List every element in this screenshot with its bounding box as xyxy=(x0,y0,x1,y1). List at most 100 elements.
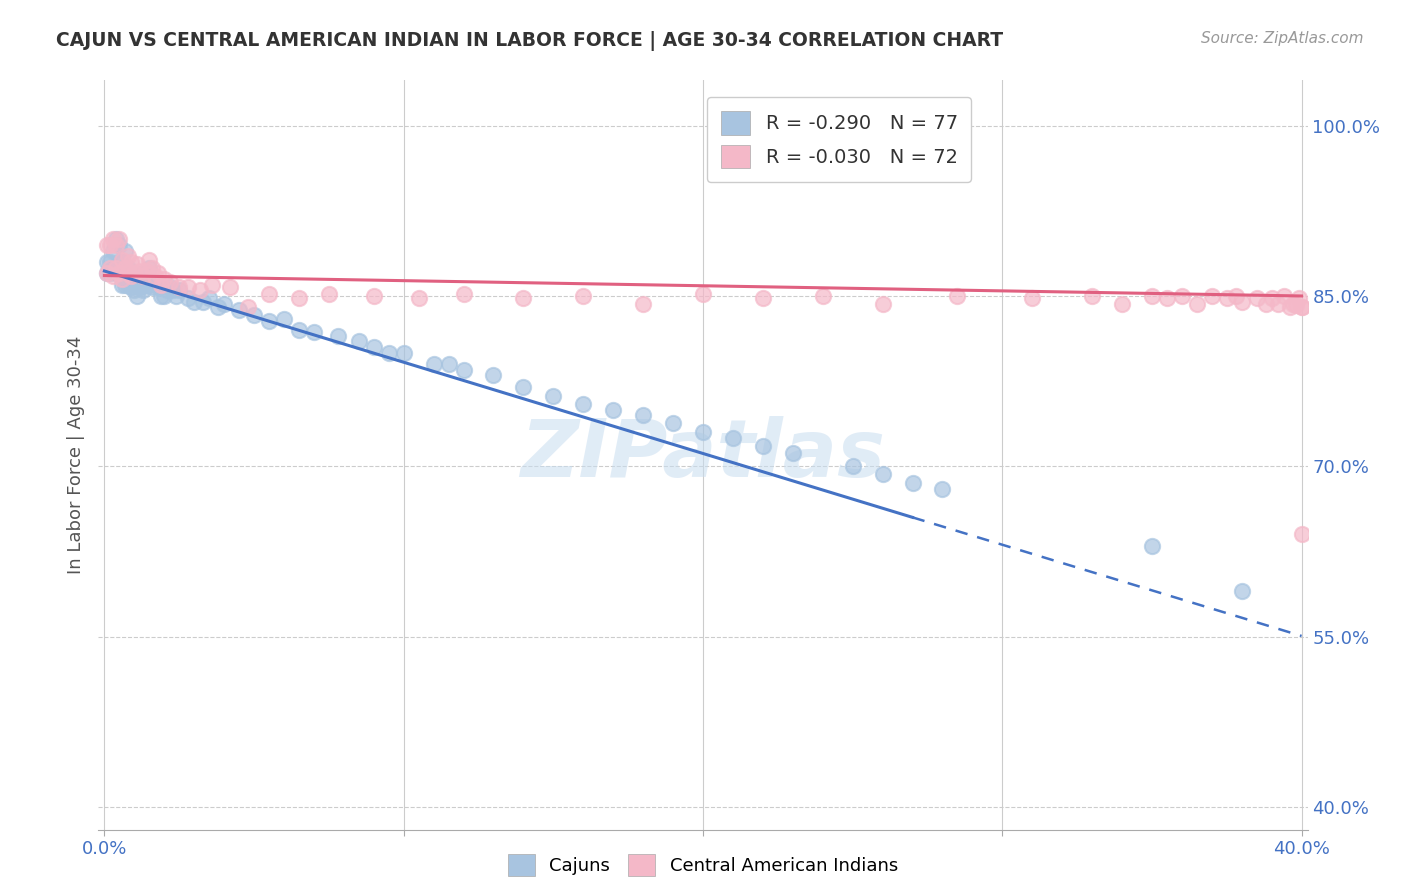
Point xyxy=(662,416,685,430)
Point xyxy=(129,280,152,294)
Point xyxy=(631,297,654,311)
Point xyxy=(132,266,155,280)
Point xyxy=(111,255,134,269)
Point xyxy=(782,445,804,459)
Point xyxy=(127,257,149,271)
Point xyxy=(257,286,280,301)
Point xyxy=(1225,289,1247,303)
Point xyxy=(1081,289,1104,303)
Point xyxy=(100,266,122,280)
Point xyxy=(96,266,118,280)
Point xyxy=(901,476,924,491)
Point xyxy=(96,255,118,269)
Legend: Cajuns, Central American Indians: Cajuns, Central American Indians xyxy=(501,847,905,883)
Point xyxy=(141,280,163,294)
Point xyxy=(453,286,475,301)
Point xyxy=(1272,289,1295,303)
Point xyxy=(347,334,370,349)
Point xyxy=(111,272,134,286)
Point xyxy=(162,283,184,297)
Point xyxy=(326,328,349,343)
Point xyxy=(437,357,460,371)
Point xyxy=(120,255,142,269)
Point xyxy=(100,255,122,269)
Point xyxy=(1111,297,1133,311)
Point xyxy=(120,280,142,294)
Point xyxy=(1171,289,1194,303)
Point xyxy=(1230,294,1253,309)
Point xyxy=(177,280,200,294)
Point xyxy=(153,272,176,286)
Point xyxy=(1246,291,1268,305)
Point xyxy=(946,289,969,303)
Point xyxy=(692,425,714,440)
Point xyxy=(100,238,122,252)
Point xyxy=(212,297,235,311)
Point xyxy=(188,283,211,297)
Point xyxy=(1267,297,1289,311)
Point xyxy=(201,277,224,292)
Point xyxy=(159,280,181,294)
Point xyxy=(129,264,152,278)
Point xyxy=(167,280,190,294)
Legend: R = -0.290   N = 77, R = -0.030   N = 72: R = -0.290 N = 77, R = -0.030 N = 72 xyxy=(707,97,972,182)
Point xyxy=(105,260,128,275)
Point xyxy=(302,326,325,340)
Point xyxy=(120,268,142,283)
Point xyxy=(156,283,179,297)
Point xyxy=(167,283,190,297)
Point xyxy=(1278,301,1301,315)
Point xyxy=(124,268,146,283)
Point xyxy=(117,277,139,292)
Point xyxy=(1201,289,1223,303)
Point xyxy=(1216,291,1239,305)
Point xyxy=(141,260,163,275)
Point xyxy=(143,268,166,283)
Point xyxy=(1254,297,1277,311)
Point xyxy=(721,431,744,445)
Point xyxy=(512,291,534,305)
Point xyxy=(103,268,125,283)
Point xyxy=(408,291,430,305)
Point xyxy=(392,345,415,359)
Point xyxy=(108,266,131,280)
Point xyxy=(422,357,444,371)
Point xyxy=(602,402,624,417)
Point xyxy=(1260,291,1282,305)
Point xyxy=(114,260,136,275)
Point xyxy=(138,277,160,292)
Point xyxy=(752,439,775,453)
Point xyxy=(193,294,215,309)
Point xyxy=(143,276,166,290)
Point xyxy=(103,232,125,246)
Point xyxy=(1284,298,1306,312)
Point xyxy=(124,266,146,280)
Point xyxy=(236,301,259,315)
Point xyxy=(228,302,250,317)
Point xyxy=(148,266,170,280)
Point xyxy=(132,283,155,297)
Text: CAJUN VS CENTRAL AMERICAN INDIAN IN LABOR FORCE | AGE 30-34 CORRELATION CHART: CAJUN VS CENTRAL AMERICAN INDIAN IN LABO… xyxy=(56,31,1004,51)
Point xyxy=(631,408,654,422)
Point xyxy=(1281,297,1303,311)
Point xyxy=(288,291,311,305)
Point xyxy=(318,286,340,301)
Point xyxy=(117,249,139,263)
Text: ZIPatlas: ZIPatlas xyxy=(520,416,886,494)
Point xyxy=(572,289,595,303)
Point xyxy=(105,232,128,246)
Point xyxy=(363,289,385,303)
Point xyxy=(135,277,157,292)
Point xyxy=(138,252,160,267)
Point xyxy=(135,264,157,278)
Point xyxy=(114,244,136,258)
Point xyxy=(150,277,173,292)
Point xyxy=(132,268,155,283)
Point xyxy=(198,291,221,305)
Point xyxy=(108,266,131,280)
Point xyxy=(96,266,118,280)
Point xyxy=(108,255,131,269)
Point xyxy=(1140,289,1163,303)
Point xyxy=(111,252,134,267)
Point xyxy=(159,276,181,290)
